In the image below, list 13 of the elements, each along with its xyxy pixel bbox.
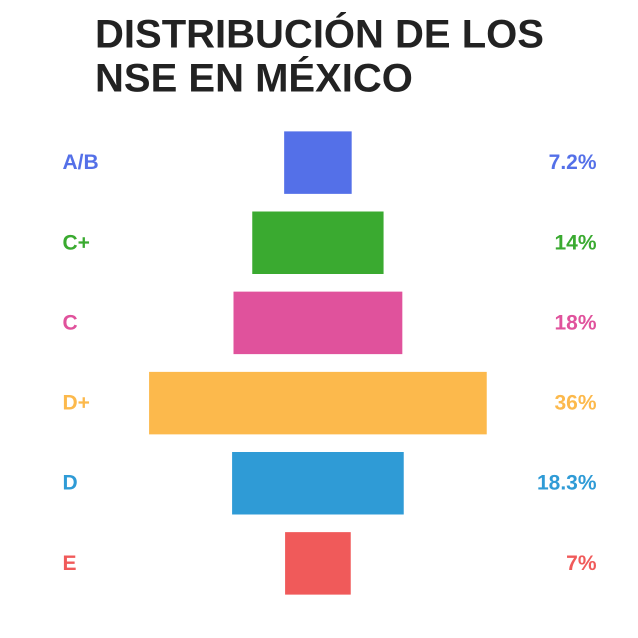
data-label: 7.2% <box>548 151 597 174</box>
text: DISTRIBUCIÓN DE LOS NSE EN MÉXICO <box>95 12 544 100</box>
data-label: 18.3% <box>536 472 597 495</box>
category-label: C+ <box>62 231 90 254</box>
data-label: 14% <box>554 231 597 254</box>
category-label: E <box>62 552 77 575</box>
data-label: 18% <box>554 311 597 334</box>
category-label: A/B <box>62 151 99 174</box>
data-label: 36% <box>554 392 597 415</box>
category-label: D+ <box>62 392 90 415</box>
category-label: D <box>62 472 78 495</box>
category-label: C <box>62 311 78 334</box>
data-label: 7% <box>566 552 597 575</box>
